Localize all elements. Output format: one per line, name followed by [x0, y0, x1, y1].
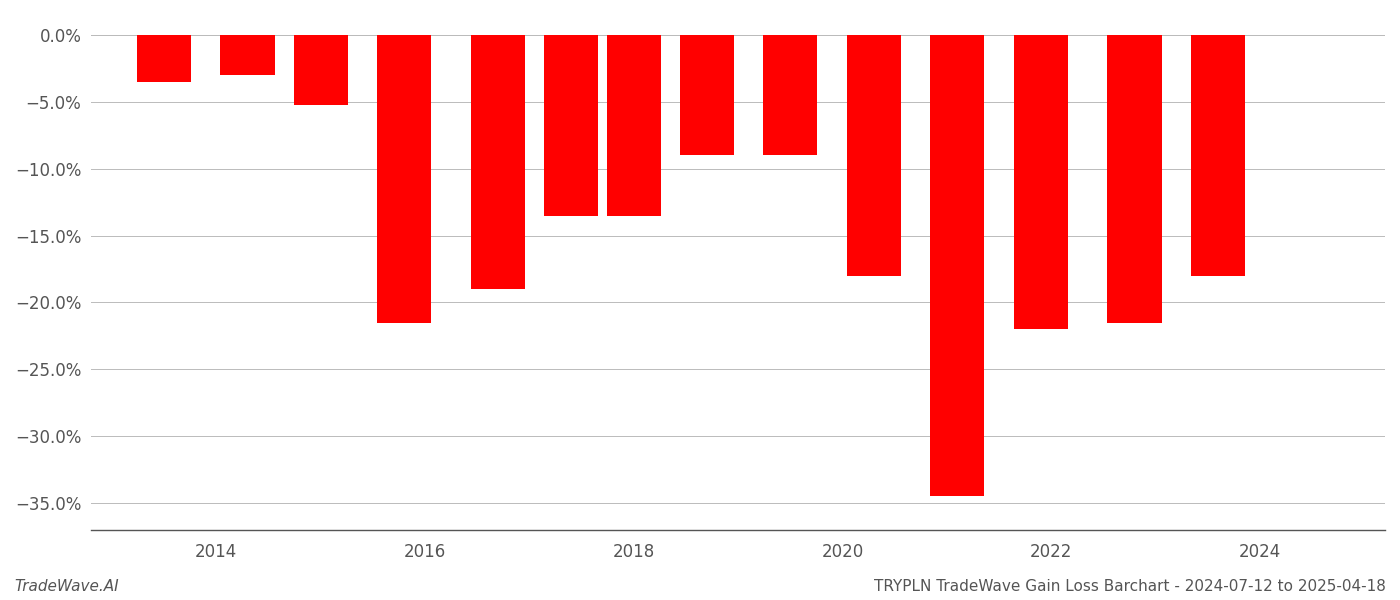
Bar [847, 35, 900, 276]
Bar [1107, 35, 1162, 323]
Text: TradeWave.AI: TradeWave.AI [14, 579, 119, 594]
Bar [220, 35, 274, 75]
Bar [470, 35, 525, 289]
Bar [606, 35, 661, 215]
Bar [763, 35, 818, 155]
Bar [545, 35, 598, 215]
Bar [930, 35, 984, 496]
Bar [1014, 35, 1068, 329]
Text: TRYPLN TradeWave Gain Loss Barchart - 2024-07-12 to 2025-04-18: TRYPLN TradeWave Gain Loss Barchart - 20… [874, 579, 1386, 594]
Bar [137, 35, 192, 82]
Bar [294, 35, 347, 104]
Bar [679, 35, 734, 155]
Bar [1191, 35, 1245, 276]
Bar [377, 35, 431, 323]
